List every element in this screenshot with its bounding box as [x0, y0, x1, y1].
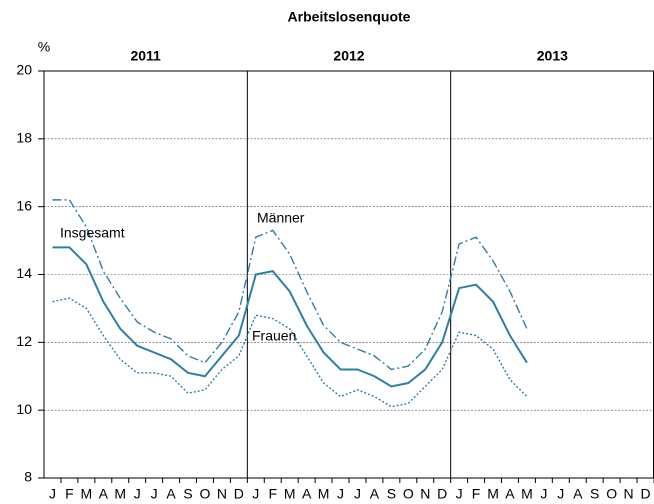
x-tick-label: D — [437, 486, 447, 502]
x-tick-label: M — [318, 486, 330, 502]
series-line — [52, 246, 528, 388]
x-tick-label: J — [540, 486, 547, 502]
year-label: 2011 — [130, 48, 161, 64]
year-label: 2013 — [537, 48, 568, 64]
x-tick-label: A — [505, 486, 515, 502]
year-label: 2012 — [333, 48, 364, 64]
series-label: Frauen — [252, 328, 296, 344]
x-tick-label: O — [200, 486, 211, 502]
x-tick-label: A — [166, 486, 176, 502]
x-tick-label: O — [606, 486, 617, 502]
x-tick-label: S — [590, 486, 599, 502]
x-tick-label: F — [65, 486, 74, 502]
x-tick-label: J — [354, 486, 361, 502]
x-tick-label: M — [114, 486, 126, 502]
x-tick-label: A — [370, 486, 380, 502]
x-tick-label: J — [557, 486, 564, 502]
x-tick-label: D — [640, 486, 650, 502]
y-tick-label: 18 — [16, 130, 32, 146]
x-tick-label: N — [420, 486, 430, 502]
x-tick-label: M — [284, 486, 296, 502]
x-tick-label: A — [99, 486, 109, 502]
x-tick-label: J — [252, 486, 259, 502]
y-tick-label: 8 — [24, 469, 32, 485]
x-tick-label: N — [217, 486, 227, 502]
x-tick-label: J — [49, 486, 56, 502]
y-axis-label: % — [38, 39, 50, 55]
x-tick-label: S — [387, 486, 396, 502]
x-tick-label: J — [456, 486, 463, 502]
series-label: Insgesamt — [60, 225, 125, 241]
chart-title: Arbeitslosenquote — [288, 9, 411, 25]
x-tick-label: J — [134, 486, 141, 502]
x-tick-label: J — [151, 486, 158, 502]
x-tick-label: M — [487, 486, 499, 502]
y-tick-label: 14 — [16, 265, 32, 281]
x-tick-label: O — [403, 486, 414, 502]
x-tick-label: M — [81, 486, 93, 502]
x-tick-label: D — [234, 486, 244, 502]
series-label: Männer — [257, 210, 305, 226]
y-tick-label: 10 — [16, 401, 32, 417]
x-tick-label: M — [521, 486, 533, 502]
x-tick-label: J — [337, 486, 344, 502]
x-tick-label: A — [302, 486, 312, 502]
y-tick-label: 12 — [16, 333, 32, 349]
x-tick-label: F — [472, 486, 481, 502]
x-tick-label: A — [573, 486, 583, 502]
y-tick-label: 20 — [16, 62, 32, 78]
x-tick-label: S — [183, 486, 192, 502]
x-tick-label: F — [268, 486, 277, 502]
y-tick-label: 16 — [16, 197, 32, 213]
series-line — [52, 297, 528, 408]
x-tick-label: N — [624, 486, 634, 502]
